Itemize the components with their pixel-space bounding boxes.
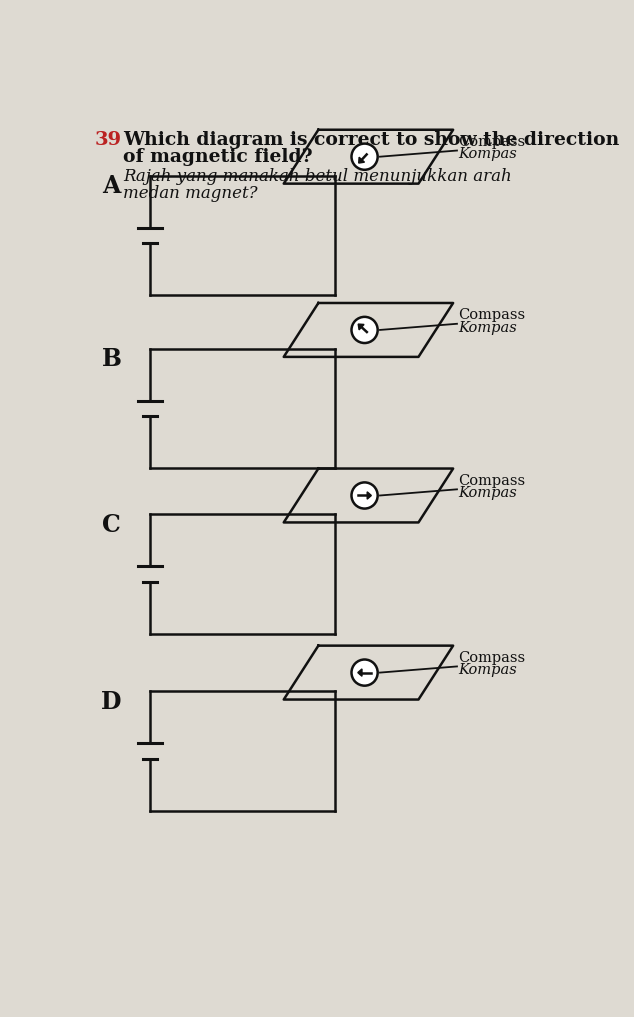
Text: Compass: Compass <box>458 474 526 488</box>
Text: Which diagram is correct to show the direction: Which diagram is correct to show the dir… <box>123 131 619 149</box>
Polygon shape <box>367 492 372 499</box>
Text: A: A <box>103 174 121 198</box>
Text: medan magnet?: medan magnet? <box>123 185 257 202</box>
Text: Kompas: Kompas <box>458 663 517 677</box>
Text: C: C <box>102 513 121 537</box>
Text: Kompas: Kompas <box>458 320 517 335</box>
Circle shape <box>351 143 378 170</box>
Circle shape <box>351 482 378 508</box>
Circle shape <box>351 659 378 685</box>
Text: 39: 39 <box>94 131 122 149</box>
Text: Compass: Compass <box>458 135 526 148</box>
Text: Compass: Compass <box>458 651 526 665</box>
Text: B: B <box>101 347 122 371</box>
Text: of magnetic field?: of magnetic field? <box>123 148 313 166</box>
Polygon shape <box>358 669 362 676</box>
Text: Kompas: Kompas <box>458 147 517 162</box>
Text: D: D <box>101 690 122 714</box>
Polygon shape <box>358 324 364 330</box>
Text: Compass: Compass <box>458 308 526 322</box>
Text: Kompas: Kompas <box>458 486 517 500</box>
Polygon shape <box>359 158 365 163</box>
Text: Rajah yang manakah betul menunjukkan arah: Rajah yang manakah betul menunjukkan ara… <box>123 168 512 185</box>
Circle shape <box>351 317 378 343</box>
